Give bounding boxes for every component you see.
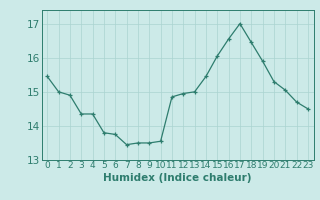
X-axis label: Humidex (Indice chaleur): Humidex (Indice chaleur)	[103, 173, 252, 183]
